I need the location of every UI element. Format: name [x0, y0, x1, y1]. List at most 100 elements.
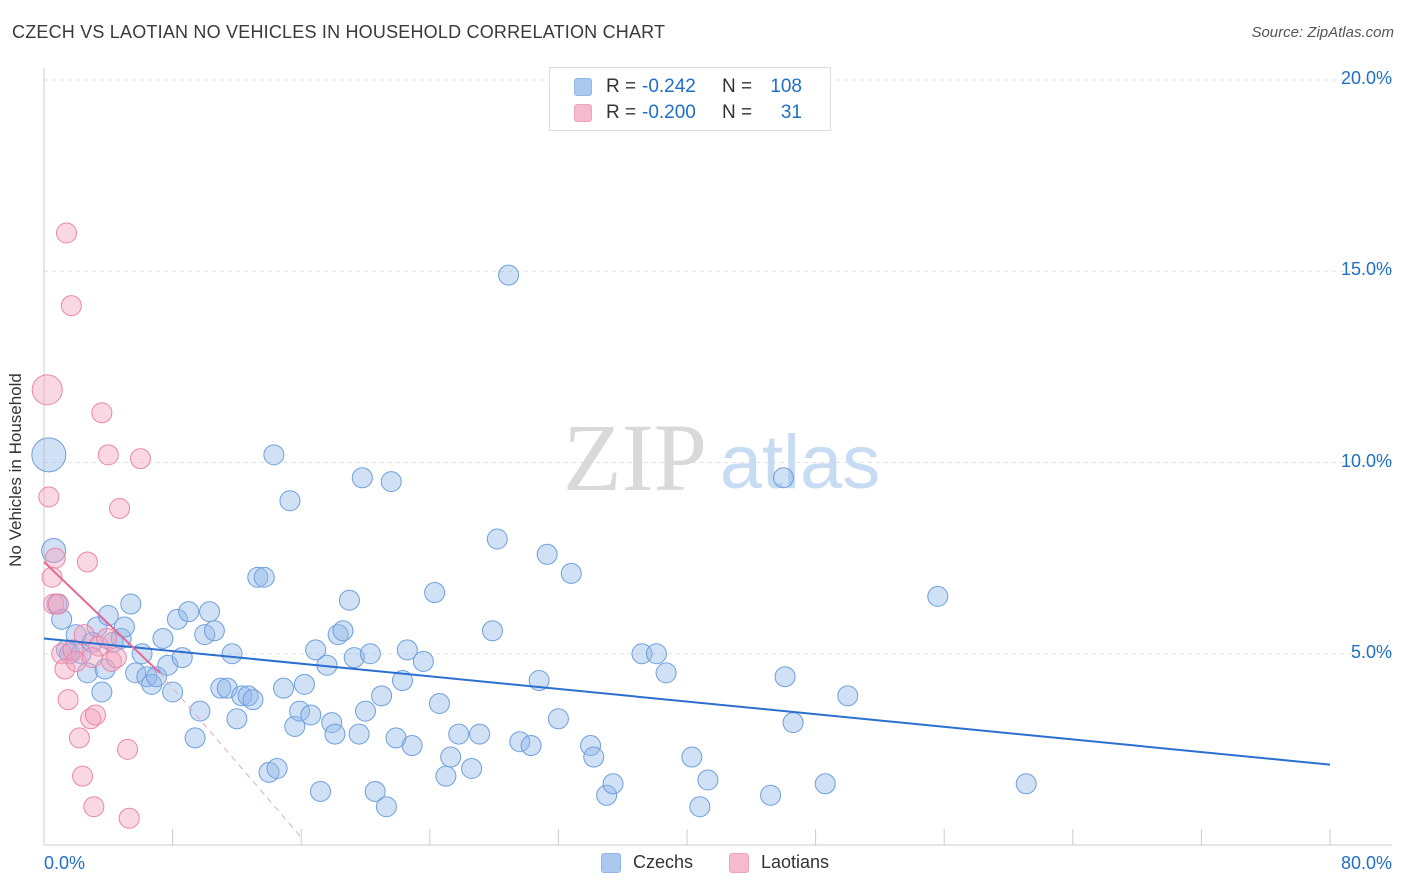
czech-point — [837, 685, 859, 707]
legend-n-label: N = — [722, 102, 753, 123]
czech-point — [348, 723, 370, 745]
czech-point — [31, 437, 67, 473]
laotian-point — [57, 689, 79, 711]
czech-point — [536, 543, 558, 565]
czech-point — [247, 566, 269, 588]
czech-point — [359, 643, 381, 665]
czech-point — [113, 616, 135, 638]
czech-point — [41, 537, 67, 563]
laotian-point — [83, 796, 105, 818]
czech-point — [486, 528, 508, 550]
czech-point — [760, 784, 782, 806]
czech-point — [814, 773, 836, 795]
czech-point — [927, 585, 949, 607]
y-tick-label: 20.0% — [1340, 68, 1392, 88]
legend-n-label: N = — [722, 76, 753, 97]
czech-point — [1015, 773, 1037, 795]
czech-point — [371, 685, 393, 707]
czech-point — [481, 620, 503, 642]
series-name-laotians: Laotians — [761, 852, 830, 872]
czech-point — [774, 666, 796, 688]
y-tick-label: 15.0% — [1340, 259, 1392, 280]
czech-point — [273, 677, 295, 699]
laotian-point — [117, 738, 139, 760]
czech-point — [293, 673, 315, 695]
laotian-point — [118, 807, 140, 829]
czech-point — [596, 784, 618, 806]
laotian-point — [44, 547, 66, 569]
czech-point — [772, 467, 794, 489]
czech-point — [560, 562, 582, 584]
laotian-point — [54, 658, 76, 680]
czech-point — [498, 264, 520, 286]
laotian-point — [31, 374, 63, 406]
czech-point — [189, 700, 211, 722]
czech-point — [166, 608, 188, 630]
czech-point — [469, 723, 491, 745]
legend-r-value: -0.200 — [642, 102, 696, 123]
x-tick-label-min: 0.0% — [44, 853, 86, 873]
czech-point — [424, 582, 446, 604]
czech-point — [391, 670, 413, 692]
czech-point — [412, 650, 434, 672]
czech-point — [401, 735, 423, 757]
laotian-point — [43, 593, 65, 615]
czech-point — [332, 620, 354, 642]
watermark-atlas: atlas — [720, 420, 881, 505]
laotian-point — [91, 402, 113, 424]
czech-point — [338, 589, 360, 611]
czech-point — [528, 670, 550, 692]
czech-point — [221, 643, 243, 665]
laotian-point — [109, 497, 131, 519]
legend-row-czechs: R = -0.242 N = 108 — [574, 76, 802, 98]
series-legend-czechs[interactable]: Czechs — [601, 852, 693, 873]
legend-n-value: 108 — [770, 76, 802, 97]
y-tick-label: 5.0% — [1350, 641, 1392, 662]
czech-point — [178, 601, 200, 623]
laotian-point — [47, 593, 69, 615]
czech-point — [289, 700, 311, 722]
czech-point — [602, 773, 624, 795]
czech-point — [226, 708, 248, 730]
watermark-zip: ZIP — [563, 404, 707, 511]
series-swatch-laotians — [729, 852, 749, 873]
czech-point — [97, 605, 119, 626]
laotian-trend-line — [43, 561, 161, 674]
czech-point — [509, 731, 531, 753]
czech-point — [305, 639, 327, 661]
czech-point — [343, 647, 365, 669]
czech-point — [396, 639, 418, 661]
series-legend: Czechs Laotians — [0, 852, 1406, 876]
laotian-point — [76, 551, 98, 573]
legend-r-label: R = — [606, 76, 637, 97]
czech-point — [231, 685, 253, 707]
trend-lines — [43, 561, 1331, 838]
laotian-point — [65, 650, 87, 672]
czech-point — [266, 758, 288, 779]
czech-point — [520, 735, 542, 757]
laotian-point — [56, 222, 78, 244]
laotian-point — [84, 704, 106, 726]
chart-title: CZECH VS LAOTIAN NO VEHICLES IN HOUSEHOL… — [12, 22, 666, 42]
czech-point — [120, 593, 142, 615]
watermark: ZIP atlas — [563, 404, 880, 511]
y-tick-label: 10.0% — [1340, 450, 1392, 471]
laotian-point — [81, 647, 103, 669]
czech-point — [461, 758, 483, 779]
laotian-point — [105, 647, 127, 669]
legend-r-value: -0.242 — [642, 76, 696, 97]
czech-point — [355, 700, 376, 722]
legend-swatch-czechs — [574, 78, 592, 96]
series-legend-laotians[interactable]: Laotians — [729, 852, 829, 873]
legend-swatch-laotians — [574, 104, 592, 122]
czech-point — [631, 643, 653, 665]
czech-point — [655, 662, 677, 684]
x-tick-label-max: 80.0% — [1340, 853, 1392, 873]
czech-point — [435, 765, 457, 787]
czech-point — [253, 566, 275, 588]
czech-point — [440, 746, 462, 768]
gridlines — [44, 79, 1392, 655]
czech-point — [152, 627, 174, 649]
series-swatch-czechs — [601, 852, 621, 873]
